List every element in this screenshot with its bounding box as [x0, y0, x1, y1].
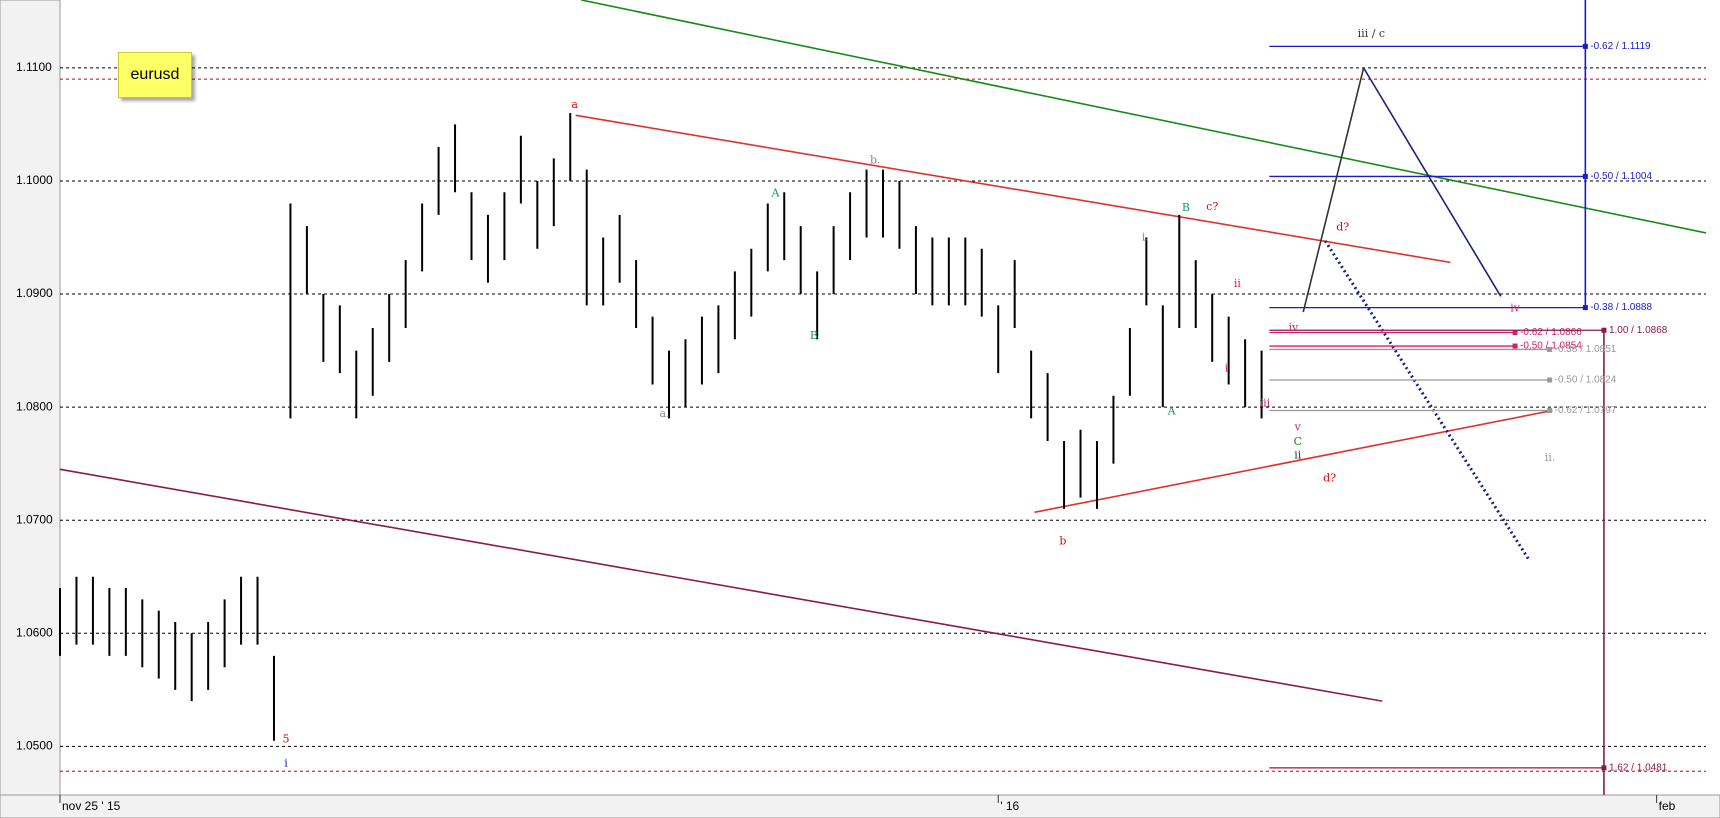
wave-label: v — [1294, 420, 1302, 433]
wave-label: d? — [1336, 220, 1349, 233]
wave-label: iv — [1288, 321, 1299, 334]
trend-line — [59, 468, 1383, 702]
fib-label: -0.50 / 1.1004 — [1590, 171, 1652, 182]
wave-label: B — [810, 329, 818, 342]
y-tick-label: 1.1000 — [16, 173, 53, 187]
trend-line — [575, 114, 1451, 264]
y-tick-label: 1.0800 — [16, 399, 53, 413]
wave-label: i — [284, 756, 288, 769]
wave-label: c? — [1206, 200, 1218, 213]
wave-label: d? — [1323, 471, 1336, 484]
x-axis-band — [0, 794, 1720, 818]
wave-label: iv — [1510, 302, 1521, 315]
fib-marker — [1601, 327, 1607, 333]
y-tick-label: 1.0500 — [16, 739, 53, 753]
wave-label: i. — [1142, 230, 1149, 243]
wave-label: iii — [1260, 397, 1271, 410]
wave-label: ii. — [1545, 451, 1556, 464]
y-axis-band — [0, 0, 61, 796]
wave-label: 5 — [282, 733, 289, 746]
trend-line — [581, 0, 1707, 234]
wave-label: ii — [1294, 449, 1302, 462]
wave-label: A — [1167, 405, 1177, 418]
fib-label: -0.62 / 1.0797 — [1555, 405, 1617, 416]
fib-marker — [1582, 305, 1588, 311]
x-tick-label: nov 25 ' 15 — [62, 799, 121, 813]
wave-label: a. — [660, 407, 670, 420]
trend-line — [1034, 409, 1553, 514]
trend-line — [1302, 67, 1365, 313]
wave-label: i — [1225, 362, 1229, 375]
fib-marker — [1582, 43, 1588, 49]
y-tick-label: 1.0600 — [16, 625, 53, 639]
fib-label: -0.50 / 1.0854 — [1520, 341, 1582, 352]
wave-label: b. — [870, 154, 881, 167]
x-tick-label: feb — [1659, 799, 1676, 813]
wave-label: ii — [1234, 277, 1242, 290]
fib-label: -0.62 / 1.1119 — [1590, 41, 1651, 52]
wave-label: A — [771, 186, 781, 199]
wave-label: B — [1182, 201, 1190, 214]
trend-line — [1324, 240, 1530, 560]
fib-label: -0.62 / 1.0866 — [1520, 327, 1582, 338]
y-tick-label: 1.1100 — [16, 60, 52, 74]
fib-marker — [1512, 343, 1518, 349]
trend-line — [1362, 67, 1502, 297]
wave-label: b — [1059, 535, 1066, 548]
fib-marker — [1582, 173, 1588, 179]
fib-marker — [1547, 377, 1553, 383]
wave-label: a — [571, 98, 578, 111]
wave-label: C — [1294, 435, 1302, 448]
symbol-note: eurusd — [118, 52, 192, 98]
y-tick-label: 1.0900 — [16, 286, 53, 300]
fib-label: -0.38 / 1.0888 — [1590, 302, 1652, 313]
wave-label: iii / c — [1358, 27, 1385, 40]
y-tick-label: 1.0700 — [16, 512, 53, 526]
x-tick-label: ' 16 — [1000, 799, 1019, 813]
fib-label: 1.00 / 1.0868 — [1609, 325, 1668, 336]
fib-marker — [1547, 408, 1553, 414]
fib-label: 1.62 / 1.0481 — [1609, 762, 1668, 773]
fib-marker — [1601, 765, 1607, 771]
fib-label: -0.38 / 1.0851 — [1555, 344, 1617, 355]
fib-marker — [1547, 346, 1553, 352]
fib-label: -0.50 / 1.0824 — [1555, 375, 1617, 386]
fib-marker — [1512, 329, 1518, 335]
